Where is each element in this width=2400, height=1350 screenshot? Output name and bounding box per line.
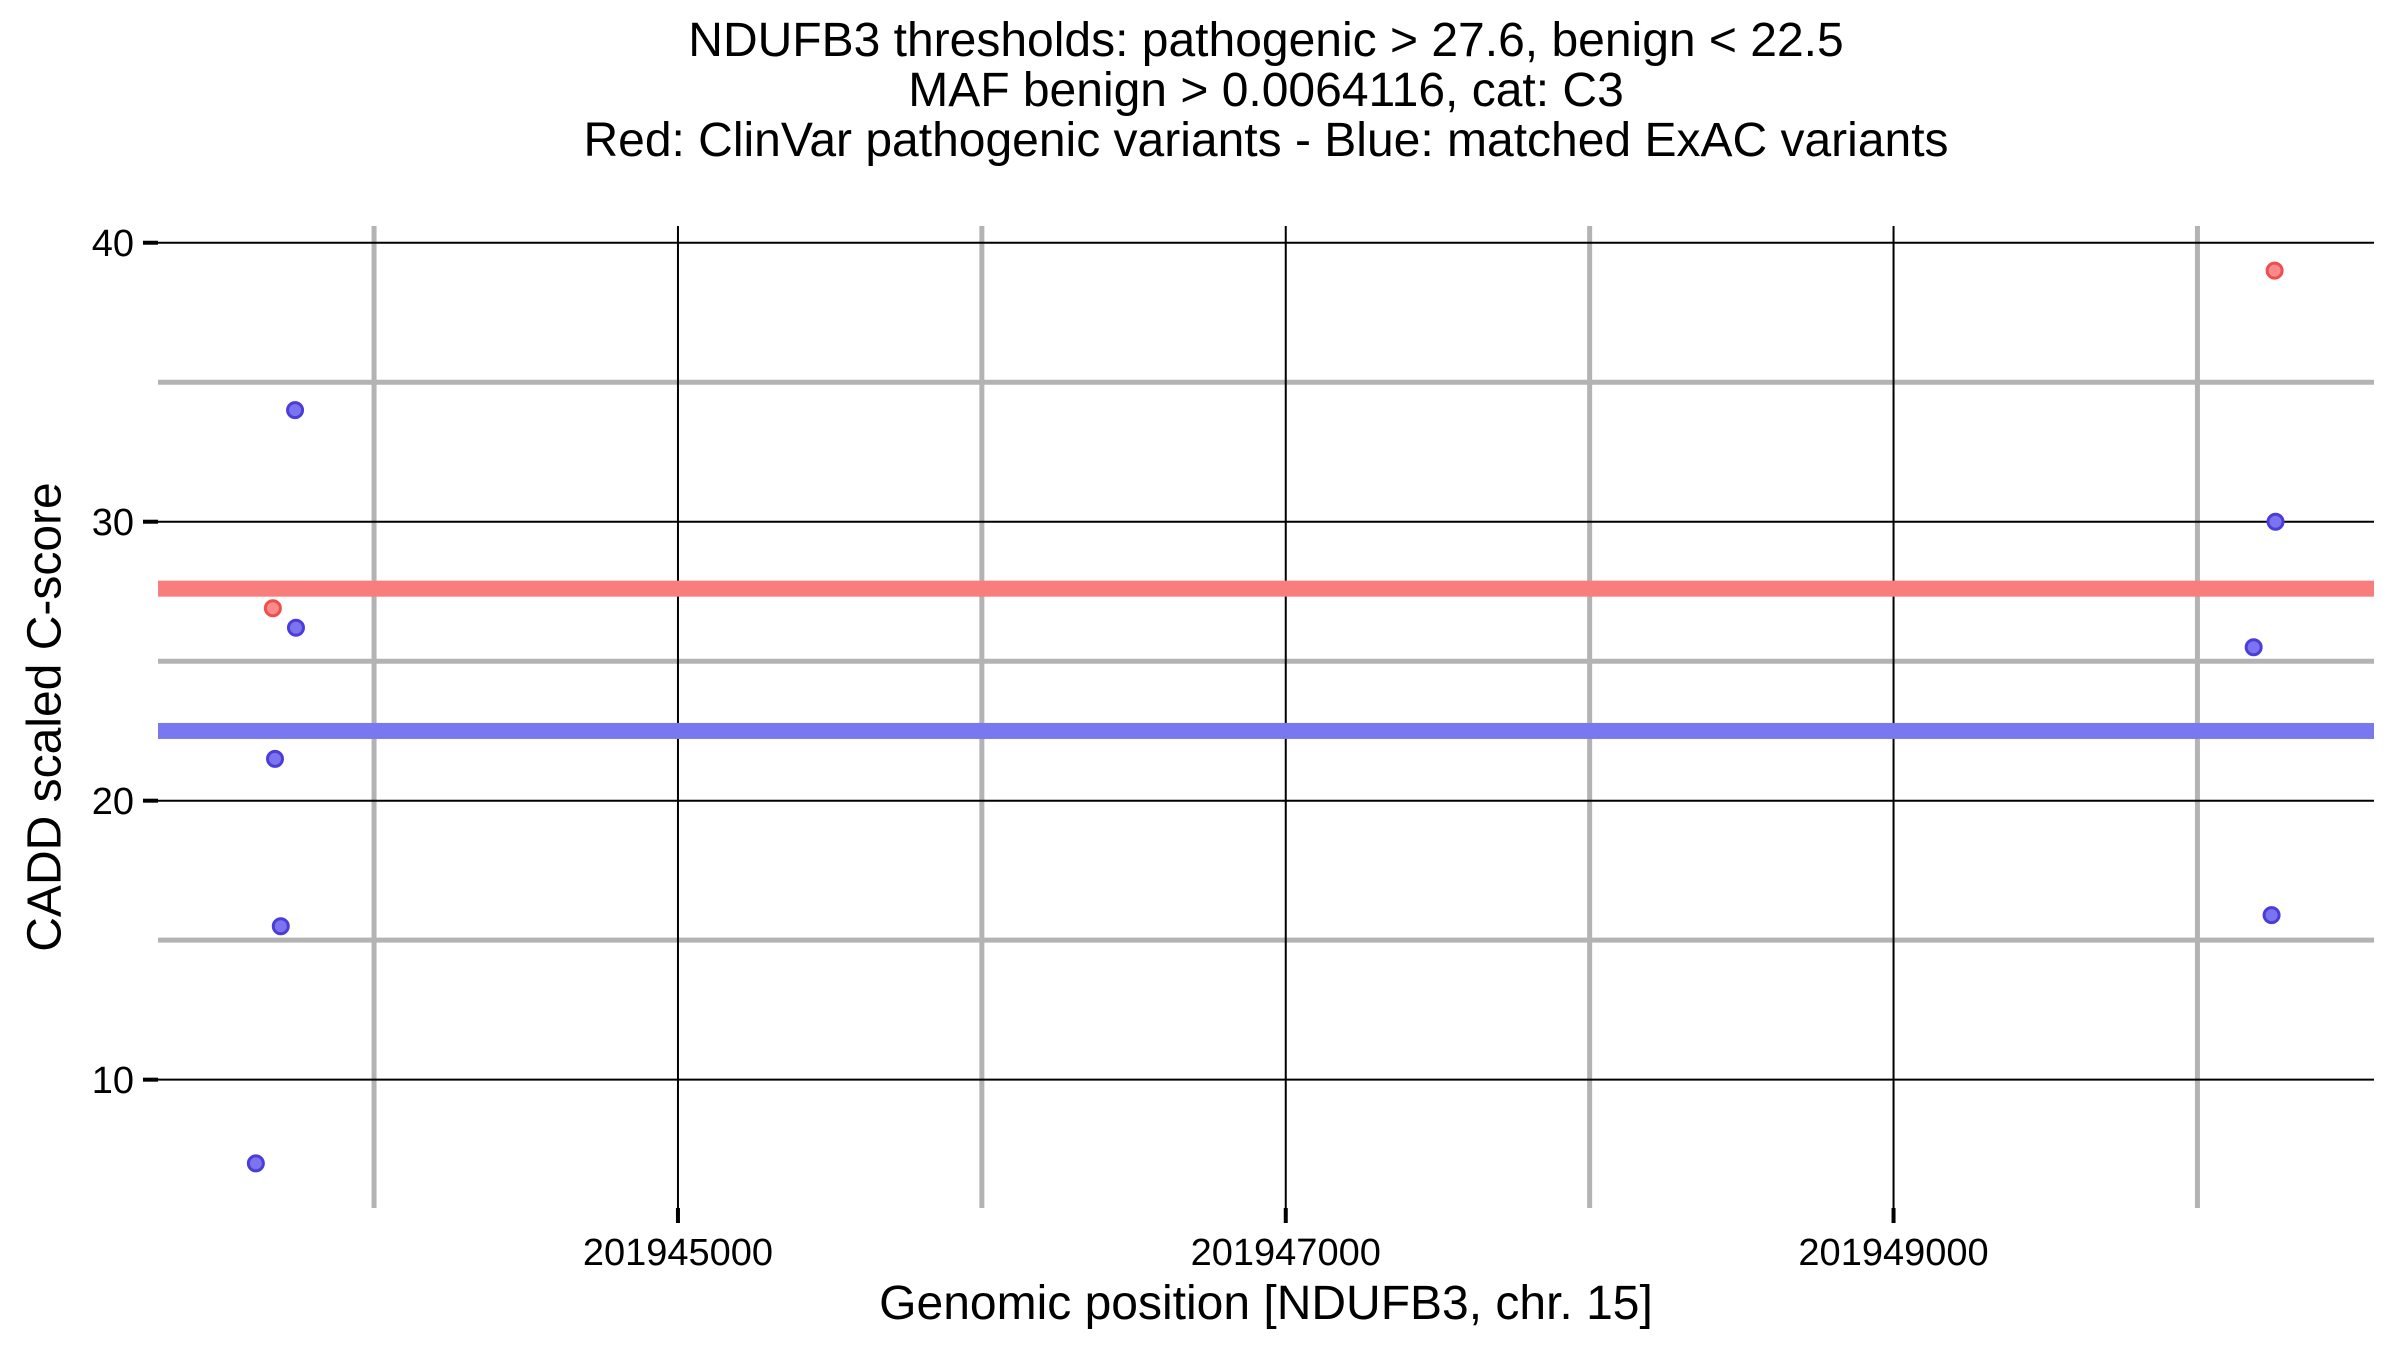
x-axis-tick-label: 201947000 bbox=[1191, 1232, 1381, 1274]
red-variant-point bbox=[263, 599, 282, 618]
x-axis-title: Genomic position [NDUFB3, chr. 15] bbox=[879, 1277, 1653, 1330]
pathogenic-threshold-line bbox=[158, 580, 2374, 597]
y-axis-tick-label: 30 bbox=[92, 502, 134, 544]
plot-title: NDUFB3 thresholds: pathogenic > 27.6, be… bbox=[158, 16, 2374, 166]
blue-variant-point bbox=[265, 749, 284, 768]
plot-title-line-1: NDUFB3 thresholds: pathogenic > 27.6, be… bbox=[688, 14, 1844, 67]
plot-title-line-2: MAF benign > 0.0064116, cat: C3 bbox=[908, 64, 1624, 117]
benign-threshold-line bbox=[158, 722, 2374, 739]
blue-variant-point bbox=[2244, 638, 2263, 657]
blue-variant-point bbox=[286, 401, 305, 420]
plot-title-line-3: Red: ClinVar pathogenic variants - Blue:… bbox=[583, 114, 1949, 167]
blue-variant-point bbox=[271, 917, 290, 936]
blue-variant-point bbox=[2266, 512, 2285, 531]
x-axis-tick-label: 201945000 bbox=[583, 1232, 773, 1274]
blue-variant-point bbox=[286, 618, 305, 637]
y-axis-tick-label: 20 bbox=[92, 781, 134, 823]
red-variant-point bbox=[2265, 261, 2284, 280]
y-axis-tick-label: 40 bbox=[92, 223, 134, 265]
blue-variant-point bbox=[2262, 906, 2281, 925]
y-axis-tick-label: 10 bbox=[92, 1060, 134, 1102]
x-axis-tick-label: 201949000 bbox=[1798, 1232, 1988, 1274]
blue-variant-point bbox=[246, 1154, 265, 1173]
